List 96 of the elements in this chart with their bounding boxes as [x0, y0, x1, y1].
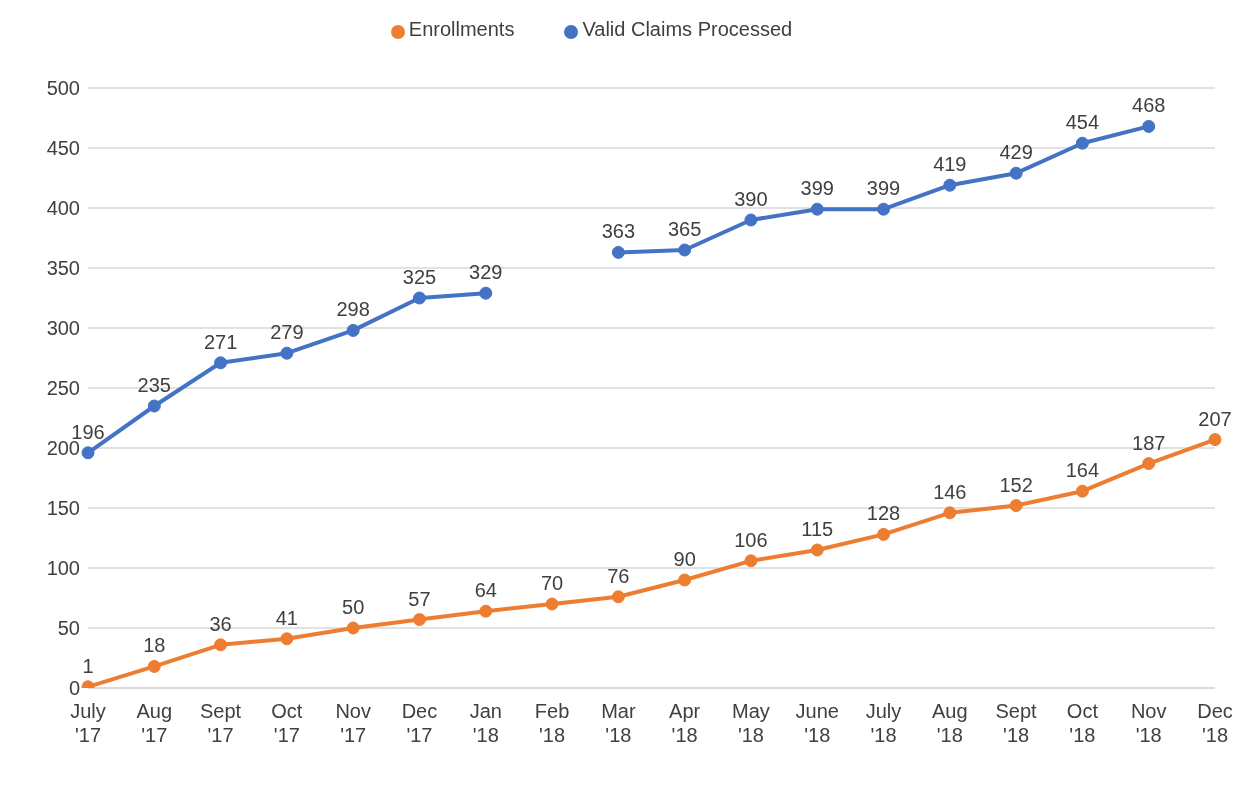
- x-tick-label: Aug '18: [932, 700, 968, 746]
- data-label: 106: [734, 528, 768, 551]
- data-label: 399: [866, 177, 901, 200]
- x-tick-label: Feb '18: [534, 700, 570, 746]
- x-tick-label: Aug '17: [136, 700, 173, 746]
- y-tick-label: 0: [68, 677, 80, 700]
- data-label: 235: [137, 374, 171, 396]
- point: [810, 202, 824, 216]
- x-tick-label: Nov '18: [1130, 700, 1167, 746]
- data-label: 325: [402, 266, 437, 288]
- data-label: 76: [607, 564, 630, 587]
- data-label: 298: [336, 298, 370, 321]
- x-tick-label: Nov '17: [335, 700, 371, 746]
- point: [611, 245, 625, 259]
- point: [479, 286, 493, 300]
- point: [678, 243, 692, 257]
- data-label: 271: [203, 330, 238, 353]
- point: [147, 399, 161, 413]
- x-tick-label: Dec '17: [401, 700, 438, 746]
- point: [943, 178, 957, 192]
- x-tick-label: July '17: [70, 700, 106, 746]
- data-label: 115: [801, 518, 834, 540]
- data-label: 36: [209, 612, 232, 635]
- x-tick-label: Oct '18: [1066, 700, 1099, 746]
- point: [1075, 484, 1089, 498]
- point: [1009, 499, 1023, 513]
- data-label: 70: [540, 572, 564, 594]
- x-tick-label: Jan '18: [469, 700, 502, 746]
- point: [1009, 166, 1023, 180]
- point: [147, 659, 161, 673]
- y-tick-label: 250: [46, 377, 80, 400]
- data-label: 41: [275, 606, 299, 629]
- data-label: 429: [999, 141, 1033, 164]
- data-label: 207: [1198, 407, 1232, 430]
- point: [744, 213, 758, 227]
- data-label: 329: [469, 261, 503, 284]
- data-label: 365: [667, 218, 702, 240]
- point: [280, 346, 294, 360]
- y-tick-label: 450: [46, 137, 80, 160]
- point: [1142, 457, 1156, 471]
- y-tick-label: 400: [46, 197, 80, 220]
- point: [280, 632, 294, 646]
- data-label: 279: [270, 321, 304, 344]
- data-label: 64: [474, 579, 497, 602]
- y-tick-label: 300: [46, 317, 80, 340]
- point: [412, 613, 426, 627]
- point: [877, 202, 891, 216]
- data-label: 128: [866, 502, 901, 525]
- x-tick-label: Dec '18: [1197, 700, 1233, 746]
- point: [1075, 136, 1089, 150]
- x-tick-label: May '18: [732, 700, 770, 746]
- y-tick-label: 350: [46, 257, 80, 280]
- point: [678, 573, 692, 587]
- data-label: 419: [933, 153, 967, 176]
- data-label: 164: [1065, 459, 1100, 482]
- data-label: 18: [143, 634, 166, 657]
- point: [346, 621, 360, 635]
- data-label: 57: [408, 587, 431, 610]
- y-tick-label: 150: [46, 497, 80, 520]
- data-label: 454: [1065, 111, 1100, 134]
- data-label: 468: [1132, 94, 1166, 117]
- point: [346, 323, 360, 337]
- x-tick-label: July '18: [865, 700, 902, 746]
- point: [943, 506, 957, 520]
- legend-label: Valid Claims Processed: [582, 18, 793, 40]
- data-label: 152: [999, 473, 1033, 496]
- point: [81, 446, 95, 460]
- x-tick-label: Sept '18: [995, 700, 1038, 746]
- point: [214, 356, 228, 370]
- point: [479, 604, 493, 618]
- x-tick-label: Oct '17: [271, 700, 303, 746]
- y-tick-label: 50: [57, 617, 80, 640]
- data-label: 50: [342, 596, 365, 618]
- point: [1142, 119, 1156, 133]
- legend-label: Enrollments: [408, 18, 515, 40]
- y-tick-label: 100: [46, 557, 80, 580]
- point: [744, 554, 758, 568]
- x-tick-label: June '18: [795, 700, 839, 746]
- data-label: 390: [734, 188, 768, 210]
- point: [877, 527, 891, 541]
- point: [545, 597, 559, 611]
- data-label: 399: [800, 177, 834, 200]
- point: [810, 543, 824, 557]
- x-tick-label: Mar '18: [601, 700, 636, 746]
- data-label: 187: [1132, 431, 1166, 454]
- data-label: 146: [933, 480, 967, 503]
- y-tick-label: 500: [46, 77, 80, 100]
- x-tick-label: Apr '18: [669, 700, 701, 746]
- data-label: 363: [601, 220, 636, 243]
- data-label: 1: [82, 654, 94, 677]
- x-tick-label: Sept '17: [200, 700, 242, 746]
- point: [412, 291, 426, 305]
- data-label: 90: [673, 548, 696, 570]
- point: [214, 638, 228, 652]
- point: [1208, 433, 1222, 447]
- point: [611, 590, 625, 604]
